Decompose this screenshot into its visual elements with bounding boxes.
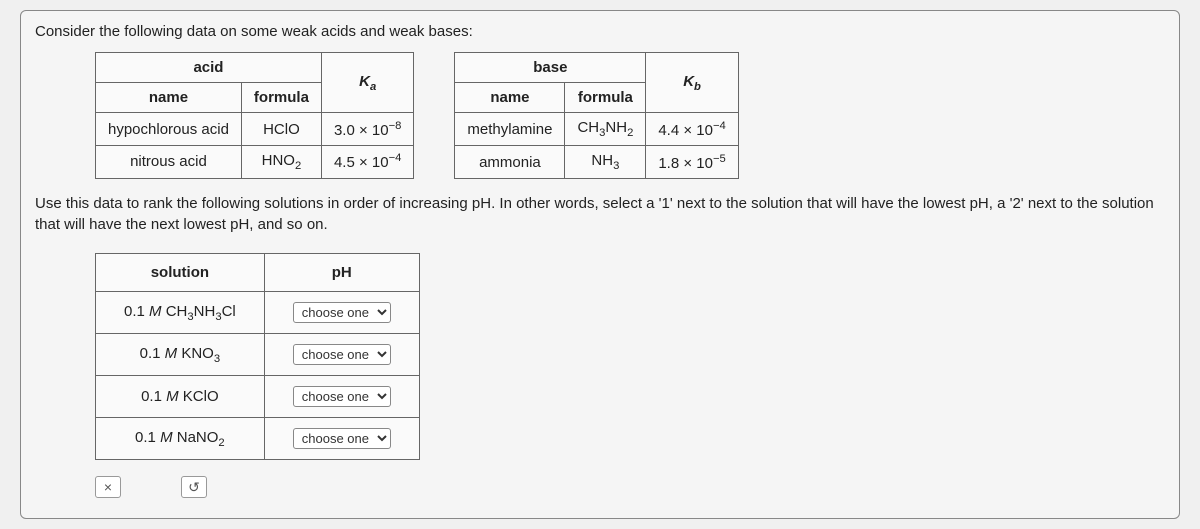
acid-formula-cell: HClO: [241, 113, 321, 145]
instruction-text: Use this data to rank the following solu…: [35, 193, 1165, 235]
table-row: nitrous acid HNO2 4.5 × 10−4: [96, 145, 414, 178]
base-name-cell: methylamine: [455, 113, 565, 146]
base-super-header: base: [455, 53, 646, 83]
acid-name-cell: nitrous acid: [96, 145, 242, 178]
table-row: 0.1 M CH3NH3Cl choose one: [96, 292, 420, 334]
acid-super-header: acid: [96, 53, 322, 83]
table-row: ammonia NH3 1.8 × 10−5: [455, 146, 738, 179]
question-container: Consider the following data on some weak…: [20, 10, 1180, 519]
intro-text: Consider the following data on some weak…: [35, 23, 1165, 40]
acid-k-cell: 4.5 × 10−4: [321, 145, 413, 178]
table-row: methylamine CH3NH2 4.4 × 10−4: [455, 113, 738, 146]
ph-select[interactable]: choose one: [293, 428, 391, 449]
base-formula-header: formula: [565, 83, 646, 113]
base-table: base Kb name formula methylamine CH3NH2 …: [454, 52, 738, 179]
ph-select-cell: choose one: [264, 418, 419, 460]
ph-header: pH: [264, 254, 419, 292]
solution-header: solution: [96, 254, 265, 292]
table-row: 0.1 M KClO choose one: [96, 376, 420, 418]
acid-name-header: name: [96, 83, 242, 113]
acid-k-cell: 3.0 × 10−8: [321, 113, 413, 145]
solution-cell: 0.1 M CH3NH3Cl: [96, 292, 265, 334]
base-formula-cell: CH3NH2: [565, 113, 646, 146]
reset-button[interactable]: ↺: [181, 476, 207, 498]
ph-select[interactable]: choose one: [293, 344, 391, 365]
solution-cell: 0.1 M KNO3: [96, 334, 265, 376]
ph-select-cell: choose one: [264, 334, 419, 376]
base-k-cell: 1.8 × 10−5: [646, 146, 738, 179]
ph-select[interactable]: choose one: [293, 386, 391, 407]
close-icon: ×: [104, 479, 112, 495]
base-name-cell: ammonia: [455, 146, 565, 179]
reset-icon: ↺: [188, 479, 200, 496]
ph-select[interactable]: choose one: [293, 302, 391, 323]
acid-formula-header: formula: [241, 83, 321, 113]
solution-cell: 0.1 M KClO: [96, 376, 265, 418]
ka-header: Ka: [321, 53, 413, 113]
kb-header: Kb: [646, 53, 738, 113]
ph-select-cell: choose one: [264, 376, 419, 418]
acid-name-cell: hypochlorous acid: [96, 113, 242, 145]
acid-table: acid Ka name formula hypochlorous acid H…: [95, 52, 414, 179]
base-k-cell: 4.4 × 10−4: [646, 113, 738, 146]
table-row: 0.1 M NaNO2 choose one: [96, 418, 420, 460]
table-row: hypochlorous acid HClO 3.0 × 10−8: [96, 113, 414, 145]
acid-formula-cell: HNO2: [241, 145, 321, 178]
table-row: 0.1 M KNO3 choose one: [96, 334, 420, 376]
button-row: × ↺: [95, 476, 1165, 498]
base-name-header: name: [455, 83, 565, 113]
close-button[interactable]: ×: [95, 476, 121, 498]
base-formula-cell: NH3: [565, 146, 646, 179]
answer-table: solution pH 0.1 M CH3NH3Cl choose one 0.…: [95, 253, 420, 460]
solution-cell: 0.1 M NaNO2: [96, 418, 265, 460]
ph-select-cell: choose one: [264, 292, 419, 334]
data-tables-row: acid Ka name formula hypochlorous acid H…: [95, 52, 1165, 179]
